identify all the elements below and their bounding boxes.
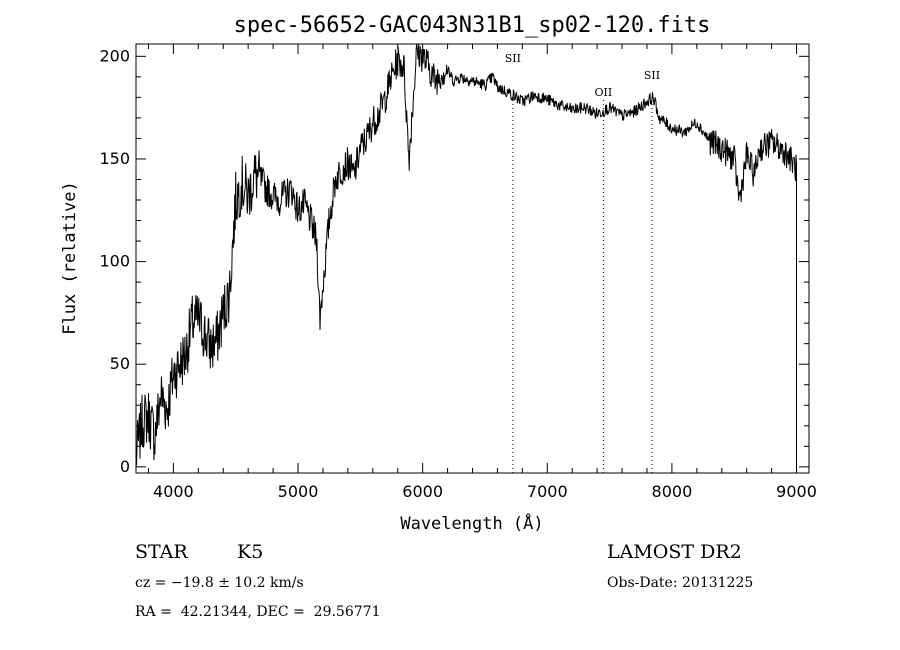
axis-ticks: 4000 5000 6000 7000 8000 9000 0 50 100 150 200: [99, 44, 817, 501]
x-tick-label: 7000: [527, 482, 568, 501]
x-tick-label: 9000: [776, 482, 817, 501]
y-axis-label: Flux (relative): [60, 181, 80, 335]
x-tick-label: 4000: [153, 482, 194, 501]
observation-date: Obs-Date: 20131225: [607, 575, 754, 591]
x-axis-label: Wavelength (Å): [400, 512, 543, 534]
chart-title: spec-56652-GAC043N31B1_sp02-120.fits: [234, 13, 711, 38]
y-tick-label: 100: [99, 252, 130, 271]
plot-frame: [135, 43, 810, 474]
survey-name: LAMOST DR2: [607, 541, 742, 563]
y-tick-label: 0: [120, 457, 130, 476]
spectrum-line: [135, 43, 797, 473]
spectral-line-label: SII: [644, 69, 660, 82]
object-subclass: K5: [237, 541, 264, 563]
object-class: STAR: [135, 541, 188, 563]
spectral-line-annotations: SII OII SII: [505, 52, 660, 473]
y-tick-label: 200: [99, 46, 130, 65]
y-tick-label: 50: [110, 354, 130, 373]
x-tick-label: 5000: [278, 482, 319, 501]
x-tick-label: 8000: [652, 482, 693, 501]
coordinates-text: RA = 42.21344, DEC = 29.56771: [135, 604, 381, 620]
x-tick-label: 6000: [402, 482, 443, 501]
spectral-line-label: OII: [595, 86, 613, 99]
y-tick-label: 150: [99, 149, 130, 168]
redshift-text: cz = −19.8 ± 10.2 km/s: [135, 575, 304, 591]
spectral-line-label: SII: [505, 52, 521, 65]
